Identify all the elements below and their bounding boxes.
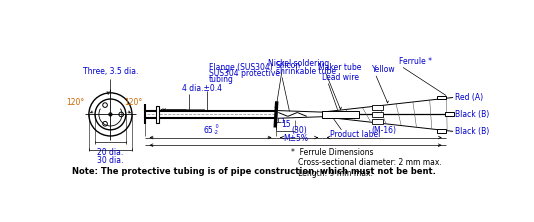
Text: Black (B): Black (B)	[456, 127, 490, 136]
Text: 20 dia.: 20 dia.	[97, 148, 123, 157]
Text: 15: 15	[281, 120, 290, 129]
Text: 30 dia.: 30 dia.	[97, 156, 124, 165]
Text: SUS304 protective: SUS304 protective	[209, 69, 280, 78]
Text: Silicon: Silicon	[276, 61, 301, 70]
Text: Note: The protective tubing is of pipe construction, which must not be bent.: Note: The protective tubing is of pipe c…	[72, 167, 436, 176]
Text: Product label: Product label	[330, 130, 380, 139]
Text: tubing: tubing	[209, 75, 234, 84]
Text: 65: 65	[203, 126, 213, 135]
Text: 0
-2: 0 -2	[214, 124, 218, 135]
Bar	[437, 95, 446, 99]
Text: Flange (SUS304): Flange (SUS304)	[209, 63, 273, 72]
Text: Yellow: Yellow	[372, 65, 396, 74]
Text: *  Ferrule Dimensions
   Cross-sectional diameter: 2 mm max.
   Length: 9 mm max: * Ferrule Dimensions Cross-sectional dia…	[292, 148, 442, 178]
Bar	[445, 113, 454, 116]
Text: B: B	[376, 112, 380, 117]
Text: (30): (30)	[291, 126, 307, 135]
Text: Red (A): Red (A)	[456, 93, 483, 102]
Text: shrinkable tube: shrinkable tube	[276, 67, 336, 76]
Bar	[372, 119, 383, 124]
Bar	[156, 106, 159, 123]
Bar	[372, 105, 383, 110]
Text: A: A	[376, 105, 380, 110]
Text: Ferrule *: Ferrule *	[399, 57, 432, 66]
Text: (M-16): (M-16)	[372, 126, 397, 135]
Bar	[437, 129, 446, 133]
Text: Maker tube: Maker tube	[318, 63, 362, 72]
Text: 120°: 120°	[124, 98, 143, 107]
Bar	[372, 112, 383, 117]
Text: 120°: 120°	[67, 98, 85, 107]
Text: Nickel soldering: Nickel soldering	[268, 59, 329, 68]
Text: 4 dia.±0.4: 4 dia.±0.4	[182, 84, 222, 93]
Text: Three, 3.5 dia.: Three, 3.5 dia.	[83, 67, 138, 76]
Text: B: B	[376, 119, 380, 124]
Text: 1: 1	[280, 118, 284, 124]
Text: Black (B): Black (B)	[456, 110, 490, 119]
Text: M±5%: M±5%	[283, 134, 308, 143]
Bar	[322, 111, 359, 117]
Text: Lead wire: Lead wire	[322, 73, 359, 82]
